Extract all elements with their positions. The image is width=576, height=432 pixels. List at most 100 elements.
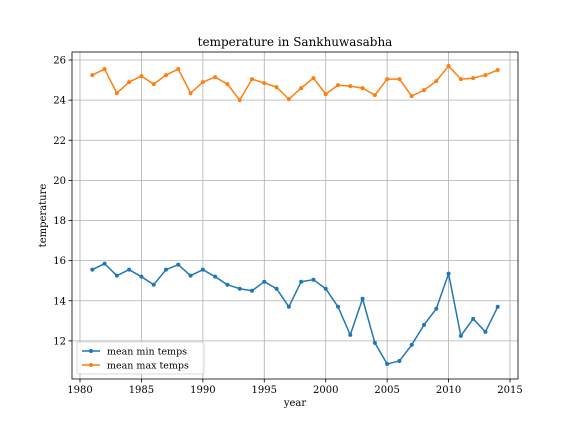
data-point [336, 304, 341, 309]
y-axis-ticks: 12 14 16 18 20 22 24 26 [53, 56, 72, 347]
data-point [262, 279, 267, 284]
data-point [139, 74, 144, 79]
data-point [90, 267, 95, 272]
data-point [446, 271, 451, 276]
data-point [397, 77, 402, 82]
data-point [249, 288, 254, 293]
data-point [422, 88, 427, 93]
data-point [372, 340, 377, 345]
data-point [348, 84, 353, 89]
data-point [225, 82, 230, 87]
legend-label: mean max temps [107, 361, 189, 372]
data-point [336, 83, 341, 88]
data-point [495, 304, 500, 309]
data-point [409, 342, 414, 347]
data-point [127, 267, 132, 272]
data-point [360, 86, 365, 91]
data-point [90, 73, 95, 78]
series-line-0 [91, 262, 499, 365]
data-point [262, 81, 267, 86]
y-tick-label: 18 [53, 216, 66, 227]
data-point [311, 76, 316, 81]
legend-marker [89, 349, 93, 353]
y-tick-label: 20 [53, 176, 66, 187]
x-axis-label: year [283, 398, 307, 409]
legend-marker [89, 363, 93, 367]
data-point [483, 329, 488, 334]
plot-frame [71, 51, 519, 380]
data-point [274, 286, 279, 291]
data-point [348, 332, 353, 337]
data-point [372, 93, 377, 98]
data-point [102, 67, 107, 72]
chart-title: temperature in Sankhuwasabha [198, 35, 393, 49]
x-tick-label: 1995 [252, 385, 277, 396]
data-point [446, 64, 451, 69]
data-point [286, 304, 291, 309]
data-point [176, 67, 181, 72]
x-axis-ticks: 1980 1985 1990 1995 2000 2005 2010 2015 [67, 379, 523, 396]
data-point [458, 333, 463, 338]
data-point [483, 73, 488, 78]
data-point [495, 68, 500, 73]
data-point [163, 73, 168, 78]
data-point [237, 98, 242, 103]
legend-box [76, 341, 205, 375]
data-point [422, 322, 427, 327]
data-point [458, 77, 463, 82]
data-point [286, 97, 291, 102]
x-tick-label: 2015 [497, 385, 522, 396]
data-point [237, 286, 242, 291]
data-point [200, 80, 205, 85]
series-line-1 [91, 65, 499, 101]
legend-label: mean min temps [107, 347, 187, 358]
data-point [188, 91, 193, 96]
data-point [299, 279, 304, 284]
data-point [274, 85, 279, 90]
legend: mean min temps mean max temps [76, 341, 205, 375]
data-point [151, 282, 156, 287]
x-tick-label: 1980 [67, 385, 92, 396]
data-point [188, 273, 193, 278]
data-point [114, 91, 119, 96]
data-point [114, 273, 119, 278]
data-point [102, 261, 107, 266]
data-point [471, 316, 476, 321]
y-tick-label: 22 [53, 136, 66, 147]
data-point [323, 286, 328, 291]
data-point [163, 267, 168, 272]
y-tick-label: 26 [53, 56, 66, 67]
x-tick-label: 2010 [436, 385, 461, 396]
y-tick-label: 24 [53, 96, 66, 107]
data-point [323, 92, 328, 97]
y-tick-label: 12 [53, 336, 66, 347]
grid [72, 52, 518, 379]
data-point [409, 94, 414, 99]
data-point [311, 277, 316, 282]
data-point [200, 267, 205, 272]
data-point [213, 274, 218, 279]
data-point [385, 361, 390, 366]
data-point [151, 82, 156, 87]
data-point [471, 76, 476, 81]
x-tick-label: 2000 [313, 385, 338, 396]
x-tick-label: 1990 [190, 385, 215, 396]
data-point [360, 296, 365, 301]
data-point [225, 282, 230, 287]
data-point [397, 358, 402, 363]
x-tick-label: 1985 [129, 385, 154, 396]
data-point [434, 306, 439, 311]
data-point [176, 262, 181, 267]
data-point [299, 86, 304, 91]
y-tick-label: 16 [53, 256, 66, 267]
series-lines [90, 64, 500, 366]
data-point [249, 77, 254, 82]
data-point [139, 274, 144, 279]
data-point [434, 79, 439, 84]
y-axis-label: temperature [38, 184, 49, 248]
data-point [127, 80, 132, 85]
x-tick-label: 2005 [374, 385, 399, 396]
data-point [385, 77, 390, 82]
y-tick-label: 14 [53, 296, 66, 307]
